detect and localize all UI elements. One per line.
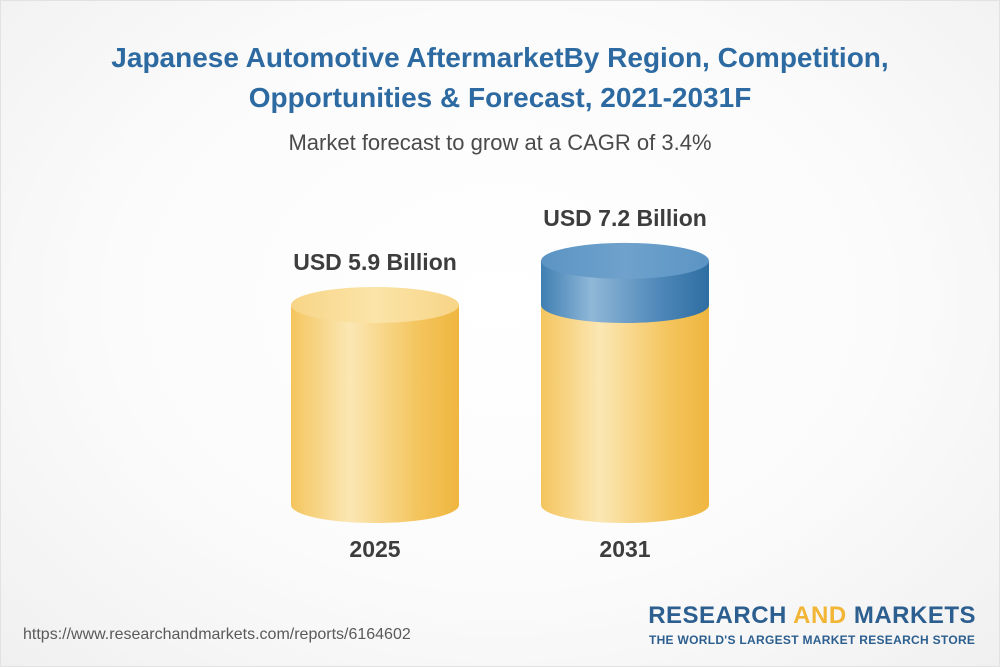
bar-body-2025 xyxy=(291,304,459,523)
category-label-2025: 2025 xyxy=(349,536,400,562)
bar-2031 xyxy=(541,242,709,523)
data-label-2025: USD 5.9 Billion xyxy=(293,249,457,275)
brand-tagline: THE WORLD'S LARGEST MARKET RESEARCH STOR… xyxy=(648,633,976,647)
source-url[interactable]: https://www.researchandmarkets.com/repor… xyxy=(23,626,411,643)
brand-name: RESEARCH AND MARKETS xyxy=(648,602,976,629)
chart-title: Japanese Automotive AftermarketBy Region… xyxy=(111,42,889,113)
chart-subtitle: Market forecast to grow at a CAGR of 3.4… xyxy=(288,130,712,155)
brand-logo[interactable]: RESEARCH AND MARKETS THE WORLD'S LARGEST… xyxy=(648,602,976,648)
bar-top-2025 xyxy=(291,286,459,323)
bar-2025 xyxy=(291,286,459,523)
data-label-2031: USD 7.2 Billion xyxy=(543,205,707,231)
bar-body-2031 xyxy=(541,304,709,523)
category-label-2031: 2031 xyxy=(599,536,650,562)
bar-top-2031 xyxy=(541,242,709,279)
